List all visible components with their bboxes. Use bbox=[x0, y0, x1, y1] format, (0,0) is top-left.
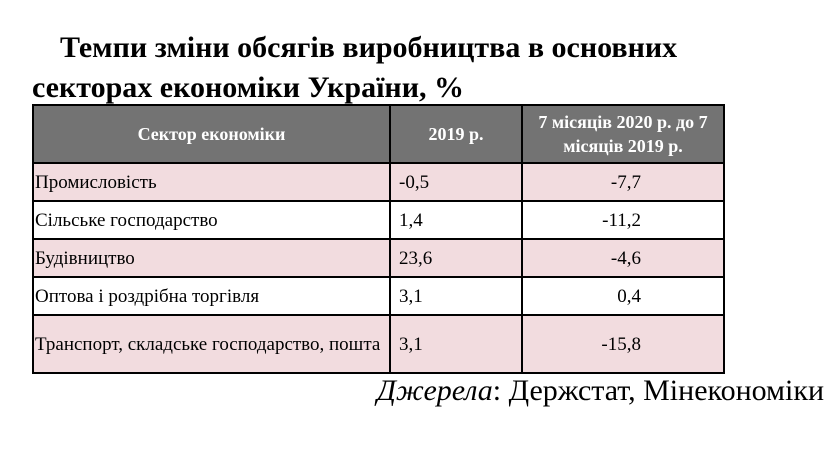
table-row: Будівництво 23,6 -4,6 bbox=[32, 238, 725, 278]
source-label: Джерела bbox=[376, 374, 493, 407]
table-cell: Транспорт, складське господарство, пошта bbox=[32, 314, 391, 374]
header-cell: 2019 р. bbox=[389, 104, 523, 164]
table-cell: -15,8 bbox=[521, 314, 725, 374]
table-cell: -7,7 bbox=[521, 162, 725, 202]
table-body: Промисловість -0,5 -7,7 Сільське господарст… bbox=[32, 162, 725, 374]
table-cell: 1,4 bbox=[389, 200, 523, 240]
header-row: Сектор економіки 2019 р. 7 місяців 2020 р.… bbox=[32, 104, 725, 164]
table-cell: 0,4 bbox=[521, 276, 725, 316]
data-table: Сектор економіки 2019 р. 7 місяців 2020 р.… bbox=[32, 104, 725, 374]
header-cell: 7 місяців 2020 р. до 7 місяців 2019 р. bbox=[521, 104, 725, 164]
table-cell: -11,2 bbox=[521, 200, 725, 240]
table-cell: 23,6 bbox=[389, 238, 523, 278]
table-cell: Промисловість bbox=[32, 162, 391, 202]
title: Темпи зміни обсягів виробництва в основн… bbox=[32, 31, 678, 104]
table-cell: 3,1 bbox=[389, 276, 523, 316]
table-row: Оптова і роздрібна торгівля 3,1 0,4 bbox=[32, 276, 725, 316]
header-cell: Сектор економіки bbox=[32, 104, 391, 164]
table-row: Промисловість -0,5 -7,7 bbox=[32, 162, 725, 202]
table-row: Сільське господарство 1,4 -11,2 bbox=[32, 200, 725, 240]
table-header: Сектор економіки 2019 р. 7 місяців 2020 р.… bbox=[32, 104, 725, 164]
source-text: : Держстат, Мінекономіки bbox=[492, 374, 824, 407]
table-cell: Оптова і роздрібна торгівля bbox=[32, 276, 391, 316]
table-cell: Будівництво bbox=[32, 238, 391, 278]
table-cell: 3,1 bbox=[389, 314, 523, 374]
table-cell: -4,6 bbox=[521, 238, 725, 278]
table-row: Транспорт, складське господарство, пошта… bbox=[32, 314, 725, 374]
source: Джерела: Держстат, Мінекономіки bbox=[377, 374, 824, 408]
table-cell: -0,5 bbox=[389, 162, 523, 202]
table-cell: Сільське господарство bbox=[32, 200, 391, 240]
